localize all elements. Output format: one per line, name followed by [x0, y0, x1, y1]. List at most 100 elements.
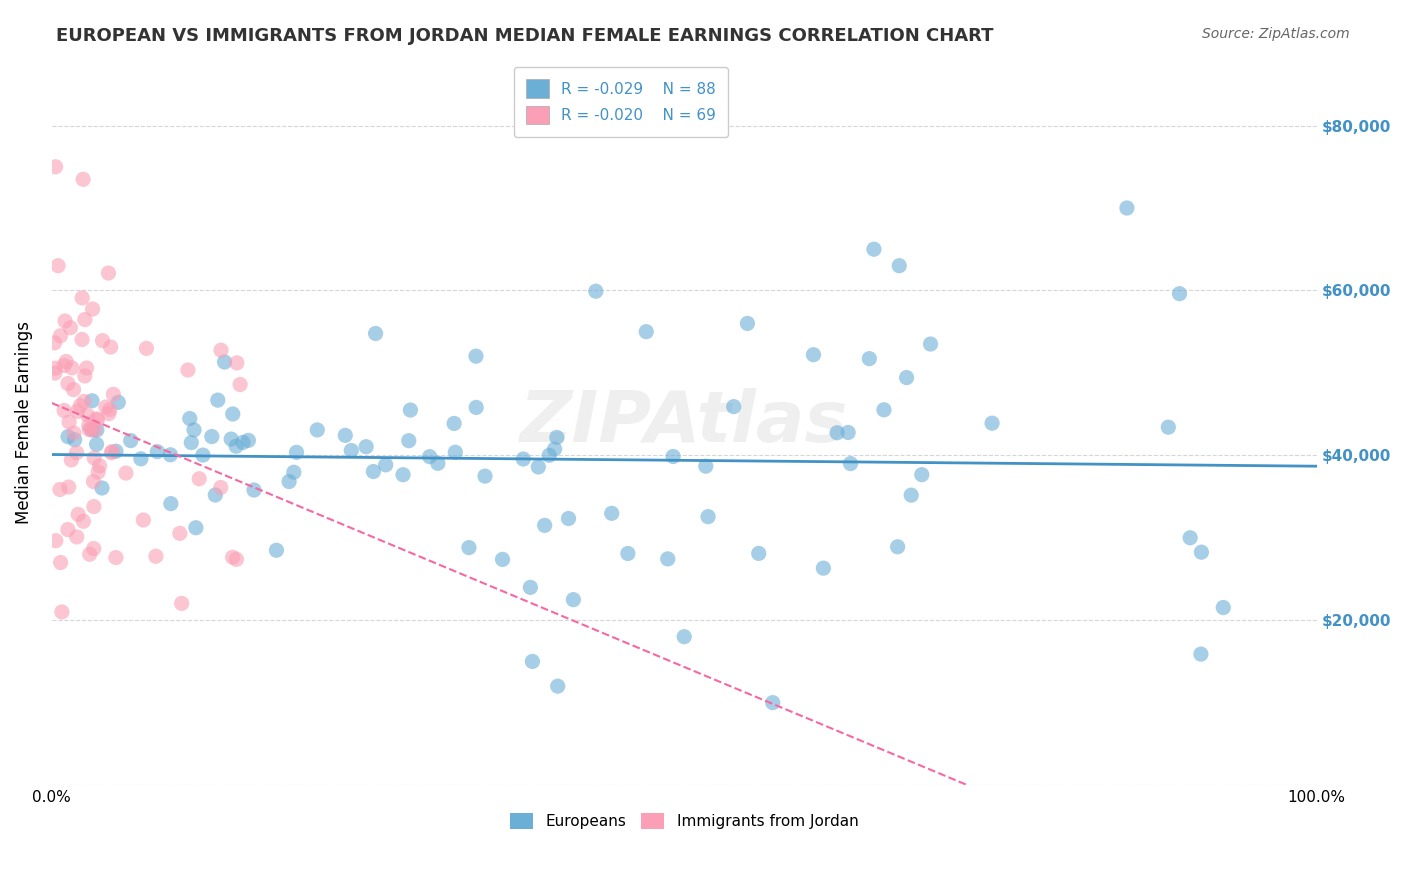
Point	[374, 458, 396, 472]
Point	[49, 328, 72, 343]
Point	[103, 387, 125, 401]
Point	[243, 483, 266, 497]
Point	[533, 518, 555, 533]
Point	[207, 393, 229, 408]
Point	[617, 546, 640, 560]
Point	[89, 458, 111, 473]
Point	[458, 541, 481, 555]
Point	[51, 605, 73, 619]
Point	[44, 366, 66, 380]
Point	[58, 415, 80, 429]
Point	[49, 556, 72, 570]
Point	[160, 497, 183, 511]
Point	[219, 432, 242, 446]
Point	[183, 423, 205, 437]
Point	[86, 423, 108, 437]
Point	[59, 320, 82, 334]
Point	[1157, 420, 1180, 434]
Point	[363, 465, 385, 479]
Point	[911, 467, 934, 482]
Point	[73, 312, 96, 326]
Point	[266, 543, 288, 558]
Point	[80, 423, 103, 437]
Point	[79, 423, 101, 437]
Point	[547, 679, 569, 693]
Point	[221, 550, 243, 565]
Point	[145, 549, 167, 564]
Point	[69, 399, 91, 413]
Point	[858, 351, 880, 366]
Point	[474, 469, 496, 483]
Point	[80, 393, 103, 408]
Y-axis label: Median Female Earnings: Median Female Earnings	[15, 321, 32, 524]
Point	[56, 376, 79, 391]
Point	[543, 442, 565, 456]
Point	[83, 450, 105, 465]
Legend: Europeans, Immigrants from Jordan: Europeans, Immigrants from Jordan	[503, 807, 865, 836]
Point	[44, 361, 66, 376]
Point	[920, 337, 942, 351]
Point	[97, 266, 120, 280]
Point	[886, 540, 908, 554]
Point	[191, 448, 214, 462]
Point	[129, 451, 152, 466]
Point	[695, 459, 717, 474]
Point	[1115, 201, 1137, 215]
Point	[398, 434, 420, 448]
Point	[209, 480, 232, 494]
Point	[91, 481, 114, 495]
Point	[115, 466, 138, 480]
Point	[107, 395, 129, 409]
Point	[77, 418, 100, 433]
Point	[873, 402, 896, 417]
Point	[657, 552, 679, 566]
Point	[538, 448, 561, 462]
Point	[120, 434, 142, 448]
Point	[79, 547, 101, 561]
Point	[600, 506, 623, 520]
Point	[225, 439, 247, 453]
Point	[527, 459, 550, 474]
Point	[63, 426, 86, 441]
Point	[512, 452, 534, 467]
Point	[83, 541, 105, 556]
Point	[132, 513, 155, 527]
Point	[67, 508, 90, 522]
Point	[98, 402, 121, 417]
Point	[813, 561, 835, 575]
Point	[170, 596, 193, 610]
Point	[204, 488, 226, 502]
Point	[44, 335, 66, 350]
Point	[238, 434, 260, 448]
Point	[214, 355, 236, 369]
Point	[229, 377, 252, 392]
Point	[146, 444, 169, 458]
Point	[443, 417, 465, 431]
Point	[803, 348, 825, 362]
Point	[1189, 545, 1212, 559]
Point	[56, 430, 79, 444]
Point	[53, 359, 76, 373]
Point	[73, 394, 96, 409]
Point	[562, 592, 585, 607]
Point	[1212, 600, 1234, 615]
Point	[159, 448, 181, 462]
Point	[209, 343, 232, 358]
Point	[232, 435, 254, 450]
Point	[419, 450, 441, 464]
Point	[80, 422, 103, 436]
Point	[72, 172, 94, 186]
Point	[426, 456, 449, 470]
Point	[981, 416, 1004, 430]
Point	[519, 581, 541, 595]
Point	[82, 301, 104, 316]
Point	[94, 400, 117, 414]
Point	[201, 429, 224, 443]
Point	[66, 404, 89, 418]
Point	[522, 655, 544, 669]
Point	[863, 242, 886, 256]
Point	[87, 465, 110, 479]
Point	[97, 407, 120, 421]
Point	[169, 526, 191, 541]
Point	[283, 465, 305, 479]
